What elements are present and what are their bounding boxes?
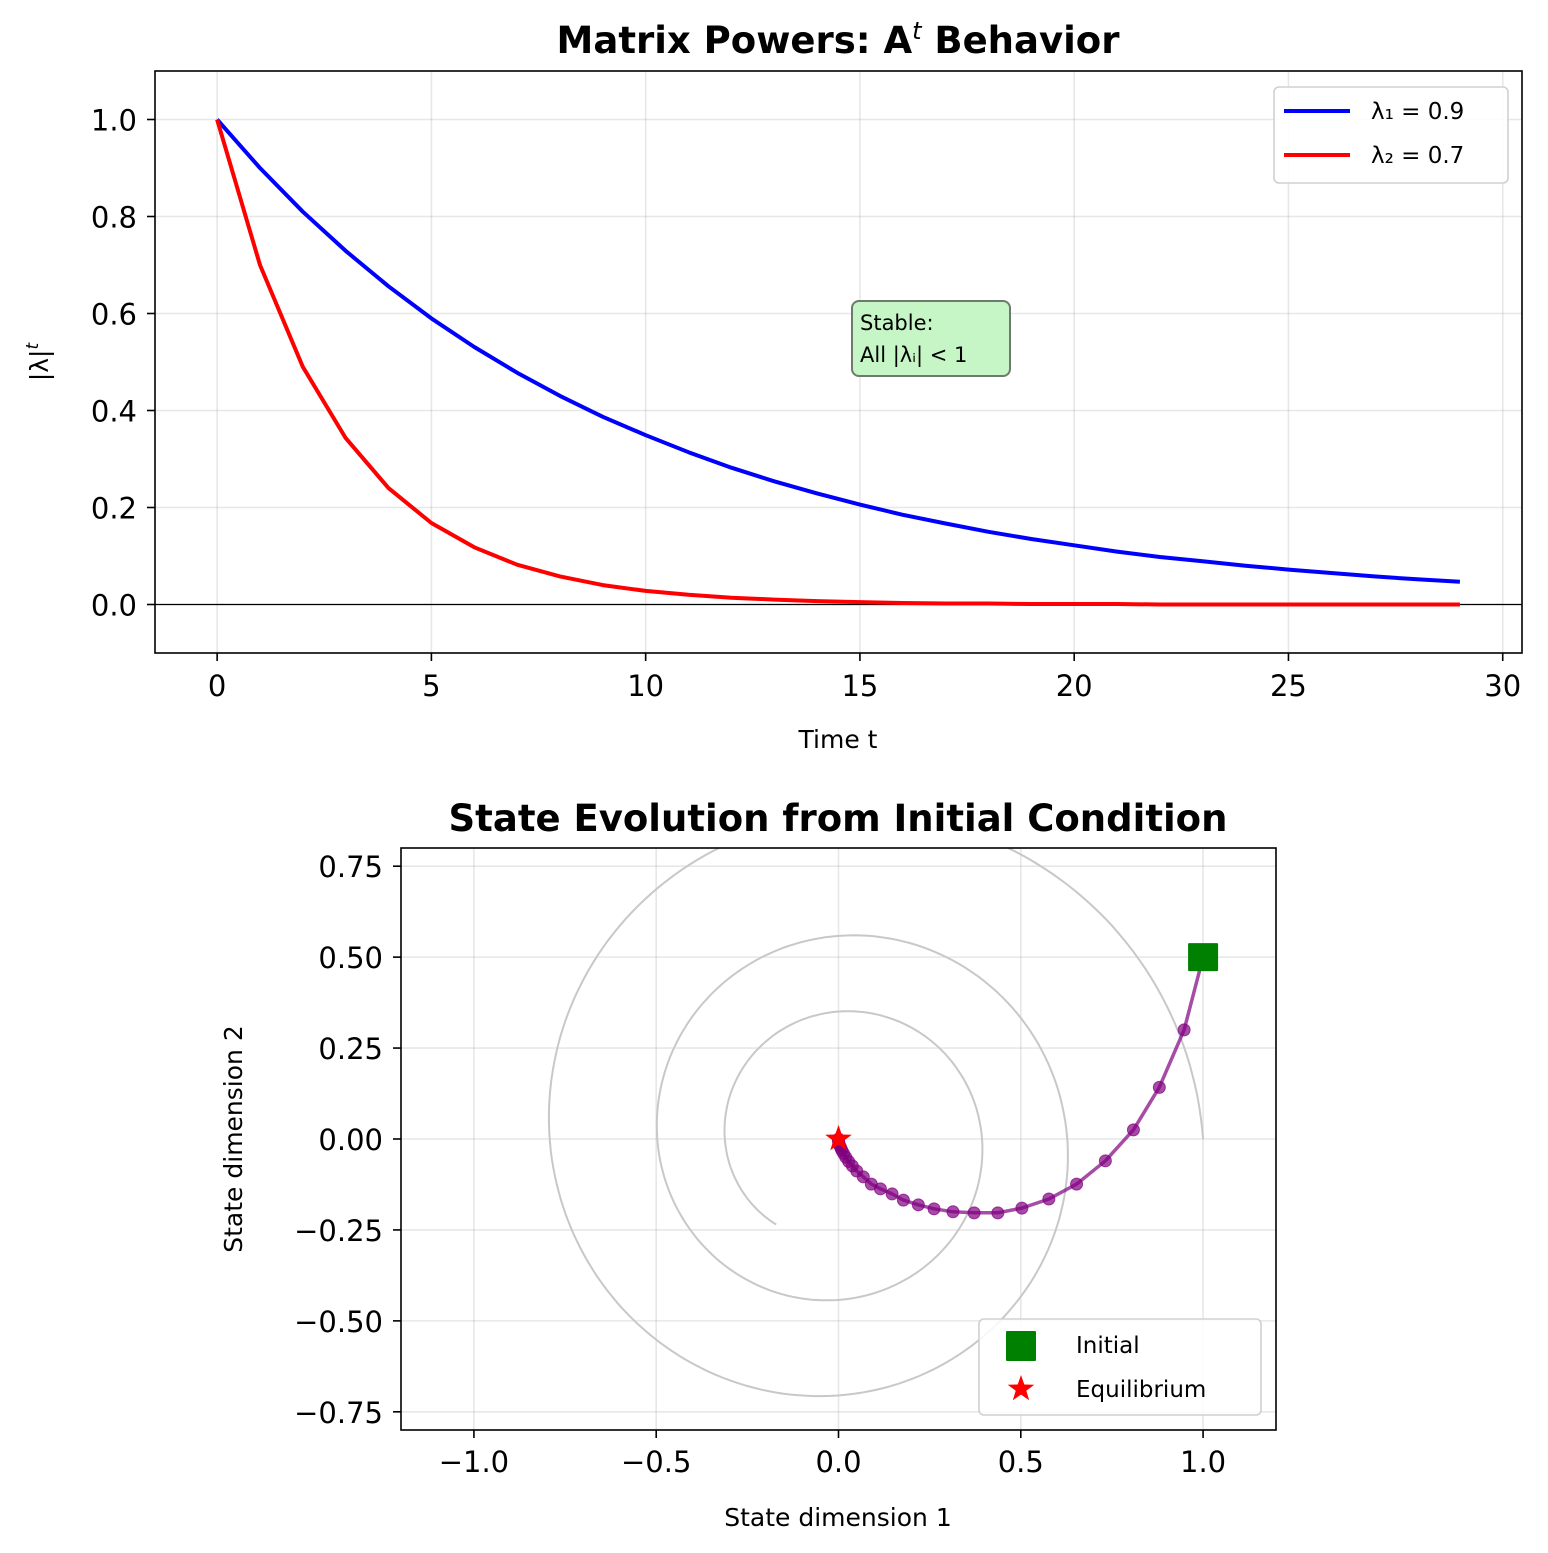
trajectory-point xyxy=(864,1177,878,1191)
y-tick-label: 0.75 xyxy=(318,850,383,884)
y-tick-label: 0.0 xyxy=(91,589,137,623)
y-tick-label: 1.0 xyxy=(91,104,137,138)
trajectory-point xyxy=(946,1205,960,1219)
x-tick-label: 25 xyxy=(1270,669,1307,703)
y-tick-label: 0.8 xyxy=(91,201,137,235)
y-tick-label: 0.00 xyxy=(318,1123,383,1157)
trajectory-point xyxy=(1098,1154,1112,1168)
x-tick-label: 0 xyxy=(208,669,226,703)
bottom-legend-frame xyxy=(978,1318,1262,1416)
bottom-chart: State Evolution from Initial Condition −… xyxy=(219,797,1277,1532)
trajectory-point xyxy=(967,1206,981,1220)
y-tick-label: 0.25 xyxy=(318,1032,383,1066)
x-tick-label: −0.5 xyxy=(621,1445,691,1479)
legend-label-initial: Initial xyxy=(1076,1333,1140,1359)
bottom-legend: Initial Equilibrium xyxy=(978,1318,1262,1416)
trajectory-point xyxy=(1070,1177,1084,1191)
annotation-line-2: All |λᵢ| < 1 xyxy=(860,343,967,368)
x-tick-label: 0.5 xyxy=(998,1445,1044,1479)
top-x-ticks: 0 5 10 15 20 25 30 xyxy=(208,653,1521,703)
trajectory-point xyxy=(911,1198,925,1212)
trajectory-point xyxy=(1126,1123,1140,1137)
series-line-lambda2 xyxy=(215,118,1460,607)
spiral-path xyxy=(547,848,1205,1398)
trajectory-point xyxy=(885,1187,899,1201)
stability-annotation: Stable: All |λᵢ| < 1 xyxy=(851,300,1011,377)
trajectory-point xyxy=(1042,1192,1056,1206)
y-tick-label: 0.6 xyxy=(91,298,137,332)
reference-spiral xyxy=(547,848,1205,1398)
equilibrium-star-marker xyxy=(825,1125,852,1151)
legend-label-lambda1: λ₁ = 0.9 xyxy=(1371,99,1464,125)
bottom-y-ticks: 0.75 0.50 0.25 0.00 −0.25 −0.50 −0.75 xyxy=(294,850,401,1430)
y-tick-label: 0.2 xyxy=(91,492,137,526)
y-tick-label: 0.50 xyxy=(318,941,383,975)
annotation-line-1: Stable: xyxy=(860,311,934,335)
top-chart-title: Matrix Powers: At Behavior xyxy=(557,17,1121,62)
x-tick-label: 5 xyxy=(422,669,440,703)
legend-label-equilibrium: Equilibrium xyxy=(1076,1377,1206,1403)
legend-equilibrium-star-icon xyxy=(1007,1375,1035,1401)
initial-square-marker xyxy=(1188,943,1219,972)
top-y-ticks: 0.0 0.2 0.4 0.6 0.8 1.0 xyxy=(91,104,155,623)
top-x-axis-label: Time t xyxy=(798,725,878,754)
top-series xyxy=(215,118,1461,607)
top-plot-frame xyxy=(154,70,1523,654)
bottom-chart-title: State Evolution from Initial Condition xyxy=(449,797,1228,840)
x-tick-label: 10 xyxy=(627,669,664,703)
x-tick-label: −1.0 xyxy=(439,1445,509,1479)
bottom-y-axis-label: State dimension 2 xyxy=(219,1025,248,1252)
trajectory-point xyxy=(1177,1023,1191,1037)
top-y-axis-label: |λ|t xyxy=(23,342,54,382)
legend-initial-square-icon xyxy=(1006,1331,1036,1361)
trajectory-point xyxy=(991,1206,1005,1220)
y-tick-label: −0.25 xyxy=(294,1214,383,1248)
x-tick-label: 0.0 xyxy=(815,1445,861,1479)
series-line-lambda1 xyxy=(215,118,1461,584)
top-chart: Matrix Powers: At Behavior 0 5 10 15 20 25 30 … xyxy=(23,17,1523,754)
trajectory-point xyxy=(1015,1201,1029,1215)
x-tick-label: 30 xyxy=(1484,669,1521,703)
y-tick-label: −0.50 xyxy=(294,1305,383,1339)
trajectory-point xyxy=(927,1202,941,1216)
trajectory-point xyxy=(896,1193,910,1207)
markers xyxy=(825,943,1219,1151)
y-tick-label: 0.4 xyxy=(91,395,137,429)
trajectory-point xyxy=(1152,1080,1166,1094)
y-tick-label: −0.75 xyxy=(294,1396,383,1430)
x-tick-label: 15 xyxy=(841,669,878,703)
x-tick-label: 1.0 xyxy=(1180,1445,1226,1479)
top-legend: λ₁ = 0.9 λ₂ = 0.7 xyxy=(1273,86,1509,184)
x-tick-label: 20 xyxy=(1056,669,1093,703)
bottom-x-ticks: −1.0 −0.5 0.0 0.5 1.0 xyxy=(439,1430,1226,1479)
bottom-x-axis-label: State dimension 1 xyxy=(724,1503,951,1532)
legend-label-lambda2: λ₂ = 0.7 xyxy=(1371,143,1464,169)
annotation-box xyxy=(851,300,1011,377)
